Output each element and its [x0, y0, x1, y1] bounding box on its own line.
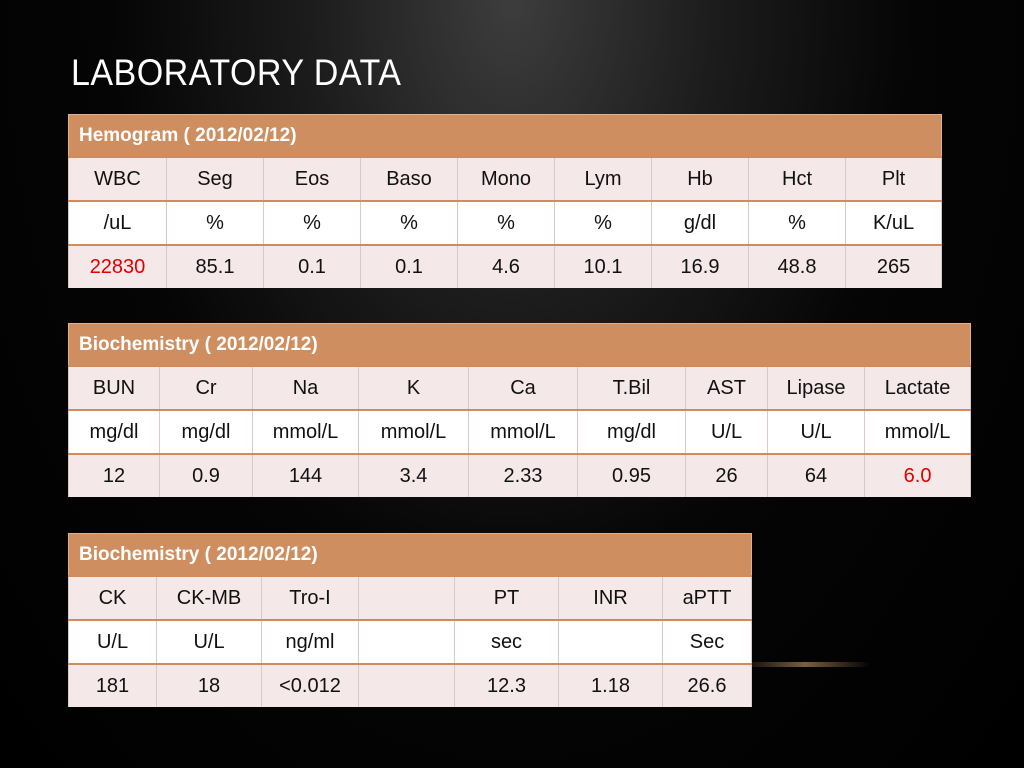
cell-name: aPTT [661, 575, 753, 620]
values-row: 22830 85.1 0.1 0.1 4.6 10.1 16.9 48.8 26… [68, 244, 943, 288]
cell-unit: mg/dl [159, 409, 253, 454]
cell-value: 85.1 [166, 244, 264, 288]
cell-unit: % [166, 200, 264, 245]
cell-value: 16.9 [651, 244, 749, 288]
cell-value: 10.1 [554, 244, 652, 288]
cell-value: 2.33 [468, 453, 578, 497]
cell-unit: Sec [661, 619, 753, 664]
cell-unit: mmol/L [863, 409, 972, 454]
cell-unit: sec [454, 619, 559, 664]
cell-name: Lym [554, 156, 652, 201]
cell-value: 0.1 [360, 244, 458, 288]
cell-name: WBC [68, 156, 167, 201]
cell-unit: U/L [156, 619, 262, 664]
cell-name: Baso [360, 156, 458, 201]
cell-name: Tro-I [261, 575, 359, 620]
cell-unit: ng/ml [261, 619, 359, 664]
cell-value: <0.012 [261, 663, 359, 707]
cell-value: 12 [68, 453, 160, 497]
cell-unit: % [748, 200, 846, 245]
cell-unit: mg/dl [68, 409, 160, 454]
values-row: 181 18 <0.012 12.3 1.18 26.6 [68, 663, 753, 707]
cell-name: Hct [748, 156, 846, 201]
cell-name: Cr [159, 365, 253, 410]
cell-value: 64 [767, 453, 865, 497]
table-header: Biochemistry ( 2012/02/12) [67, 323, 972, 367]
cell-unit: mmol/L [252, 409, 359, 454]
units-row: /uL % % % % % g/dl % K/uL [68, 200, 943, 245]
hemogram-table: Hemogram ( 2012/02/12) WBC Seg Eos Baso … [67, 114, 943, 288]
cell-empty [358, 663, 455, 707]
cell-value: 0.9 [159, 453, 253, 497]
cell-name: Ca [468, 365, 578, 410]
units-row: mg/dl mg/dl mmol/L mmol/L mmol/L mg/dl U… [68, 409, 972, 454]
cell-value: 26.6 [661, 663, 753, 707]
cell-name: BUN [68, 365, 160, 410]
cell-unit: K/uL [844, 200, 943, 245]
cell-name: Hb [651, 156, 749, 201]
cell-unit: /uL [68, 200, 167, 245]
cell-value: 12.3 [454, 663, 559, 707]
cell-value: 48.8 [748, 244, 846, 288]
cell-name: CK [68, 575, 157, 620]
cell-value: 0.1 [263, 244, 361, 288]
cell-name: CK-MB [156, 575, 262, 620]
cell-value: 4.6 [457, 244, 555, 288]
names-row: BUN Cr Na K Ca T.Bil AST Lipase Lactate [68, 365, 972, 410]
cell-name: Lactate [863, 365, 972, 410]
cell-unit: mmol/L [358, 409, 469, 454]
cell-unit: % [263, 200, 361, 245]
cell-value-abnormal: 22830 [68, 244, 167, 288]
cell-value: 0.95 [577, 453, 686, 497]
cell-value: 3.4 [358, 453, 469, 497]
names-row: WBC Seg Eos Baso Mono Lym Hb Hct Plt [68, 156, 943, 201]
cell-unit: U/L [767, 409, 865, 454]
cell-name: PT [454, 575, 559, 620]
cell-name: Na [252, 365, 359, 410]
values-row: 12 0.9 144 3.4 2.33 0.95 26 64 6.0 [68, 453, 972, 497]
cell-empty [358, 575, 455, 620]
cell-name: T.Bil [577, 365, 686, 410]
cell-name: K [358, 365, 469, 410]
cell-value-abnormal: 6.0 [863, 453, 972, 497]
cell-unit: mmol/L [468, 409, 578, 454]
cell-name: Seg [166, 156, 264, 201]
cell-name: AST [685, 365, 768, 410]
cell-name: INR [558, 575, 663, 620]
table-header: Hemogram ( 2012/02/12) [67, 114, 943, 158]
cell-name: Mono [457, 156, 555, 201]
names-row: CK CK-MB Tro-I PT INR aPTT [68, 575, 753, 620]
cell-unit: g/dl [651, 200, 749, 245]
cell-name: Eos [263, 156, 361, 201]
cell-name: Lipase [767, 365, 865, 410]
cell-name: Plt [844, 156, 943, 201]
cell-value: 26 [685, 453, 768, 497]
cell-unit: mg/dl [577, 409, 686, 454]
slide-title: LABORATORY DATA [71, 52, 402, 93]
cell-value: 181 [68, 663, 157, 707]
cell-value: 265 [844, 244, 943, 288]
biochemistry-table-2: Biochemistry ( 2012/02/12) CK CK-MB Tro-… [67, 533, 753, 707]
cell-empty [558, 619, 663, 664]
cell-unit: % [554, 200, 652, 245]
cell-unit: U/L [68, 619, 157, 664]
biochemistry-table-1: Biochemistry ( 2012/02/12) BUN Cr Na K C… [67, 323, 972, 497]
cell-empty [358, 619, 455, 664]
units-row: U/L U/L ng/ml sec Sec [68, 619, 753, 664]
decorative-glow-line [740, 662, 870, 667]
cell-unit: % [360, 200, 458, 245]
cell-unit: % [457, 200, 555, 245]
cell-unit: U/L [685, 409, 768, 454]
cell-value: 1.18 [558, 663, 663, 707]
cell-value: 144 [252, 453, 359, 497]
table-header: Biochemistry ( 2012/02/12) [67, 533, 753, 577]
cell-value: 18 [156, 663, 262, 707]
